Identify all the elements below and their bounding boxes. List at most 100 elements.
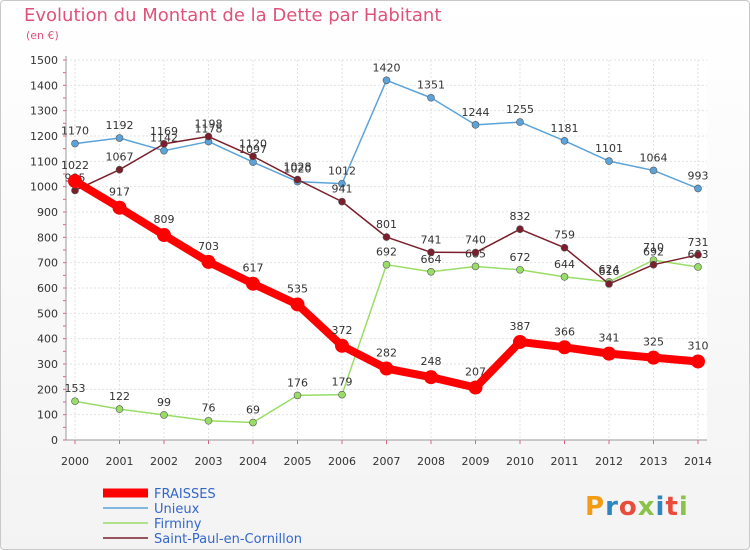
data-point [112,200,127,215]
data-label: 710 [643,241,664,254]
data-point [115,165,124,174]
y-tick-label: 500 [37,307,58,320]
data-label: 207 [465,366,486,379]
brand-logo: Proxiti [585,492,689,522]
y-tick-label: 1000 [30,181,58,194]
data-point [382,233,391,241]
data-label: 387 [510,320,531,333]
data-point [516,265,524,274]
data-point [160,146,168,155]
data-label: 1244 [462,106,490,119]
data-label: 941 [332,183,353,196]
y-tick-label: 1500 [30,54,58,67]
data-point [427,267,435,276]
y-tick-label: 1200 [30,130,58,143]
y-tick-label: 200 [37,383,58,396]
data-label: 282 [376,347,397,360]
data-label: 1192 [106,119,134,132]
series-fraisses: 1022 917 809 703 617 535 372 282 248 207 387 366 341… [61,159,709,395]
data-point [160,411,168,419]
data-point [602,346,616,361]
data-point [115,405,124,413]
y-tick-label: 1100 [30,155,58,168]
data-label: 99 [157,396,171,409]
data-label: 801 [376,218,397,231]
data-point [471,121,480,129]
data-point [249,418,257,427]
data-label: 153 [65,382,86,395]
data-point [293,175,302,184]
data-label: 1181 [551,122,579,135]
y-tick-label: 700 [37,257,58,270]
data-label: 692 [643,246,664,259]
data-label: 692 [376,246,397,259]
data-label: 741 [421,233,442,246]
data-point [516,118,524,126]
data-label: 1255 [506,103,534,116]
data-point [201,254,216,269]
data-point [605,280,613,288]
data-label: 993 [688,169,709,182]
brand-letter: x [637,492,656,522]
data-point [557,340,572,355]
x-tick-label: 2004 [239,455,267,468]
data-label: 616 [599,265,620,278]
data-label: 624 [599,263,620,276]
data-label: 759 [554,229,575,242]
data-label: 325 [643,336,664,349]
data-point [694,184,702,193]
data-label: 1028 [284,161,312,174]
data-point [471,248,480,257]
data-label: 917 [109,186,130,199]
data-label: 1420 [373,61,401,74]
data-label: 731 [688,236,709,249]
y-tick-label: 600 [37,282,58,295]
data-point [427,248,435,257]
x-tick-label: 2014 [684,455,712,468]
data-label: 1022 [61,159,89,172]
x-tick-label: 2009 [462,455,490,468]
x-tick-label: 2008 [417,455,445,468]
brand-letter: o [618,492,638,522]
brand-letter: P [585,492,606,522]
data-point [204,416,213,425]
series-saint-paul-en-cornillon: 9851067116911981120102894180174174083275… [65,118,709,288]
y-tick-label: 400 [37,333,58,346]
brand-letter: i [678,492,689,522]
data-point [382,260,391,269]
data-point [335,338,349,353]
data-label: 1120 [239,137,267,150]
data-label: 372 [332,324,353,337]
y-tick-label: 800 [37,231,58,244]
data-label: 248 [421,355,442,368]
data-point [115,134,124,142]
data-label: 1169 [150,125,178,138]
data-point [71,139,79,148]
data-point [427,93,435,102]
data-point [290,297,305,312]
data-label: 644 [554,258,575,271]
data-point [471,262,480,271]
brand-letter: t [665,492,679,522]
x-tick-label: 2011 [551,455,579,468]
x-tick-label: 2007 [373,455,401,468]
data-label: 1178 [195,123,223,136]
data-point [513,334,527,349]
data-label: 1170 [61,125,89,138]
x-tick-label: 2002 [150,455,178,468]
data-point [338,390,346,399]
data-point [204,132,213,141]
data-point [379,361,394,376]
data-point [157,228,171,243]
y-tick-label: 900 [37,206,58,219]
legend-label: Unieux [154,502,200,517]
data-label: 1142 [150,132,178,145]
data-label: 809 [154,213,175,226]
data-label: 310 [688,339,709,352]
data-label: 740 [465,234,486,247]
data-label: 1067 [106,151,134,164]
data-label: 366 [554,325,575,338]
legend-label: Saint-Paul-en-Cornillon [154,532,302,547]
